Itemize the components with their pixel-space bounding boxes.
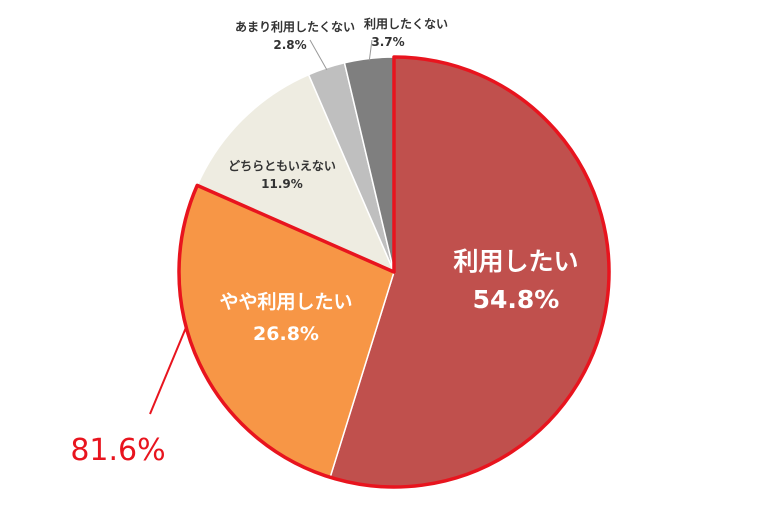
label-riyou-shitai: 利用したい: [453, 247, 578, 276]
leader-line-riyou-shitakunai: [368, 39, 373, 61]
total-positive-value: 81.6%: [70, 433, 165, 468]
label-yaya-riyou-shitai: やや利用したい: [219, 291, 352, 313]
slice-dochira-tomo-ienai: [196, 73, 396, 274]
total-connector-line: [149, 326, 188, 415]
label-riyou-shitakunai: 利用したくない: [364, 16, 448, 31]
value-riyou-shitai: 54.8%: [473, 285, 560, 314]
value-yaya-riyou-shitai: 26.8%: [253, 323, 319, 345]
leader-line-amari: [309, 39, 328, 71]
value-riyou-shitakunai: 3.7%: [371, 35, 404, 49]
value-dochira: 11.9%: [261, 177, 303, 191]
label-dochira: どちらともいえない: [228, 159, 336, 173]
highlight-outline: [177, 55, 611, 489]
value-amari: 2.8%: [273, 38, 306, 52]
label-amari: あまり利用したくない: [235, 19, 355, 34]
